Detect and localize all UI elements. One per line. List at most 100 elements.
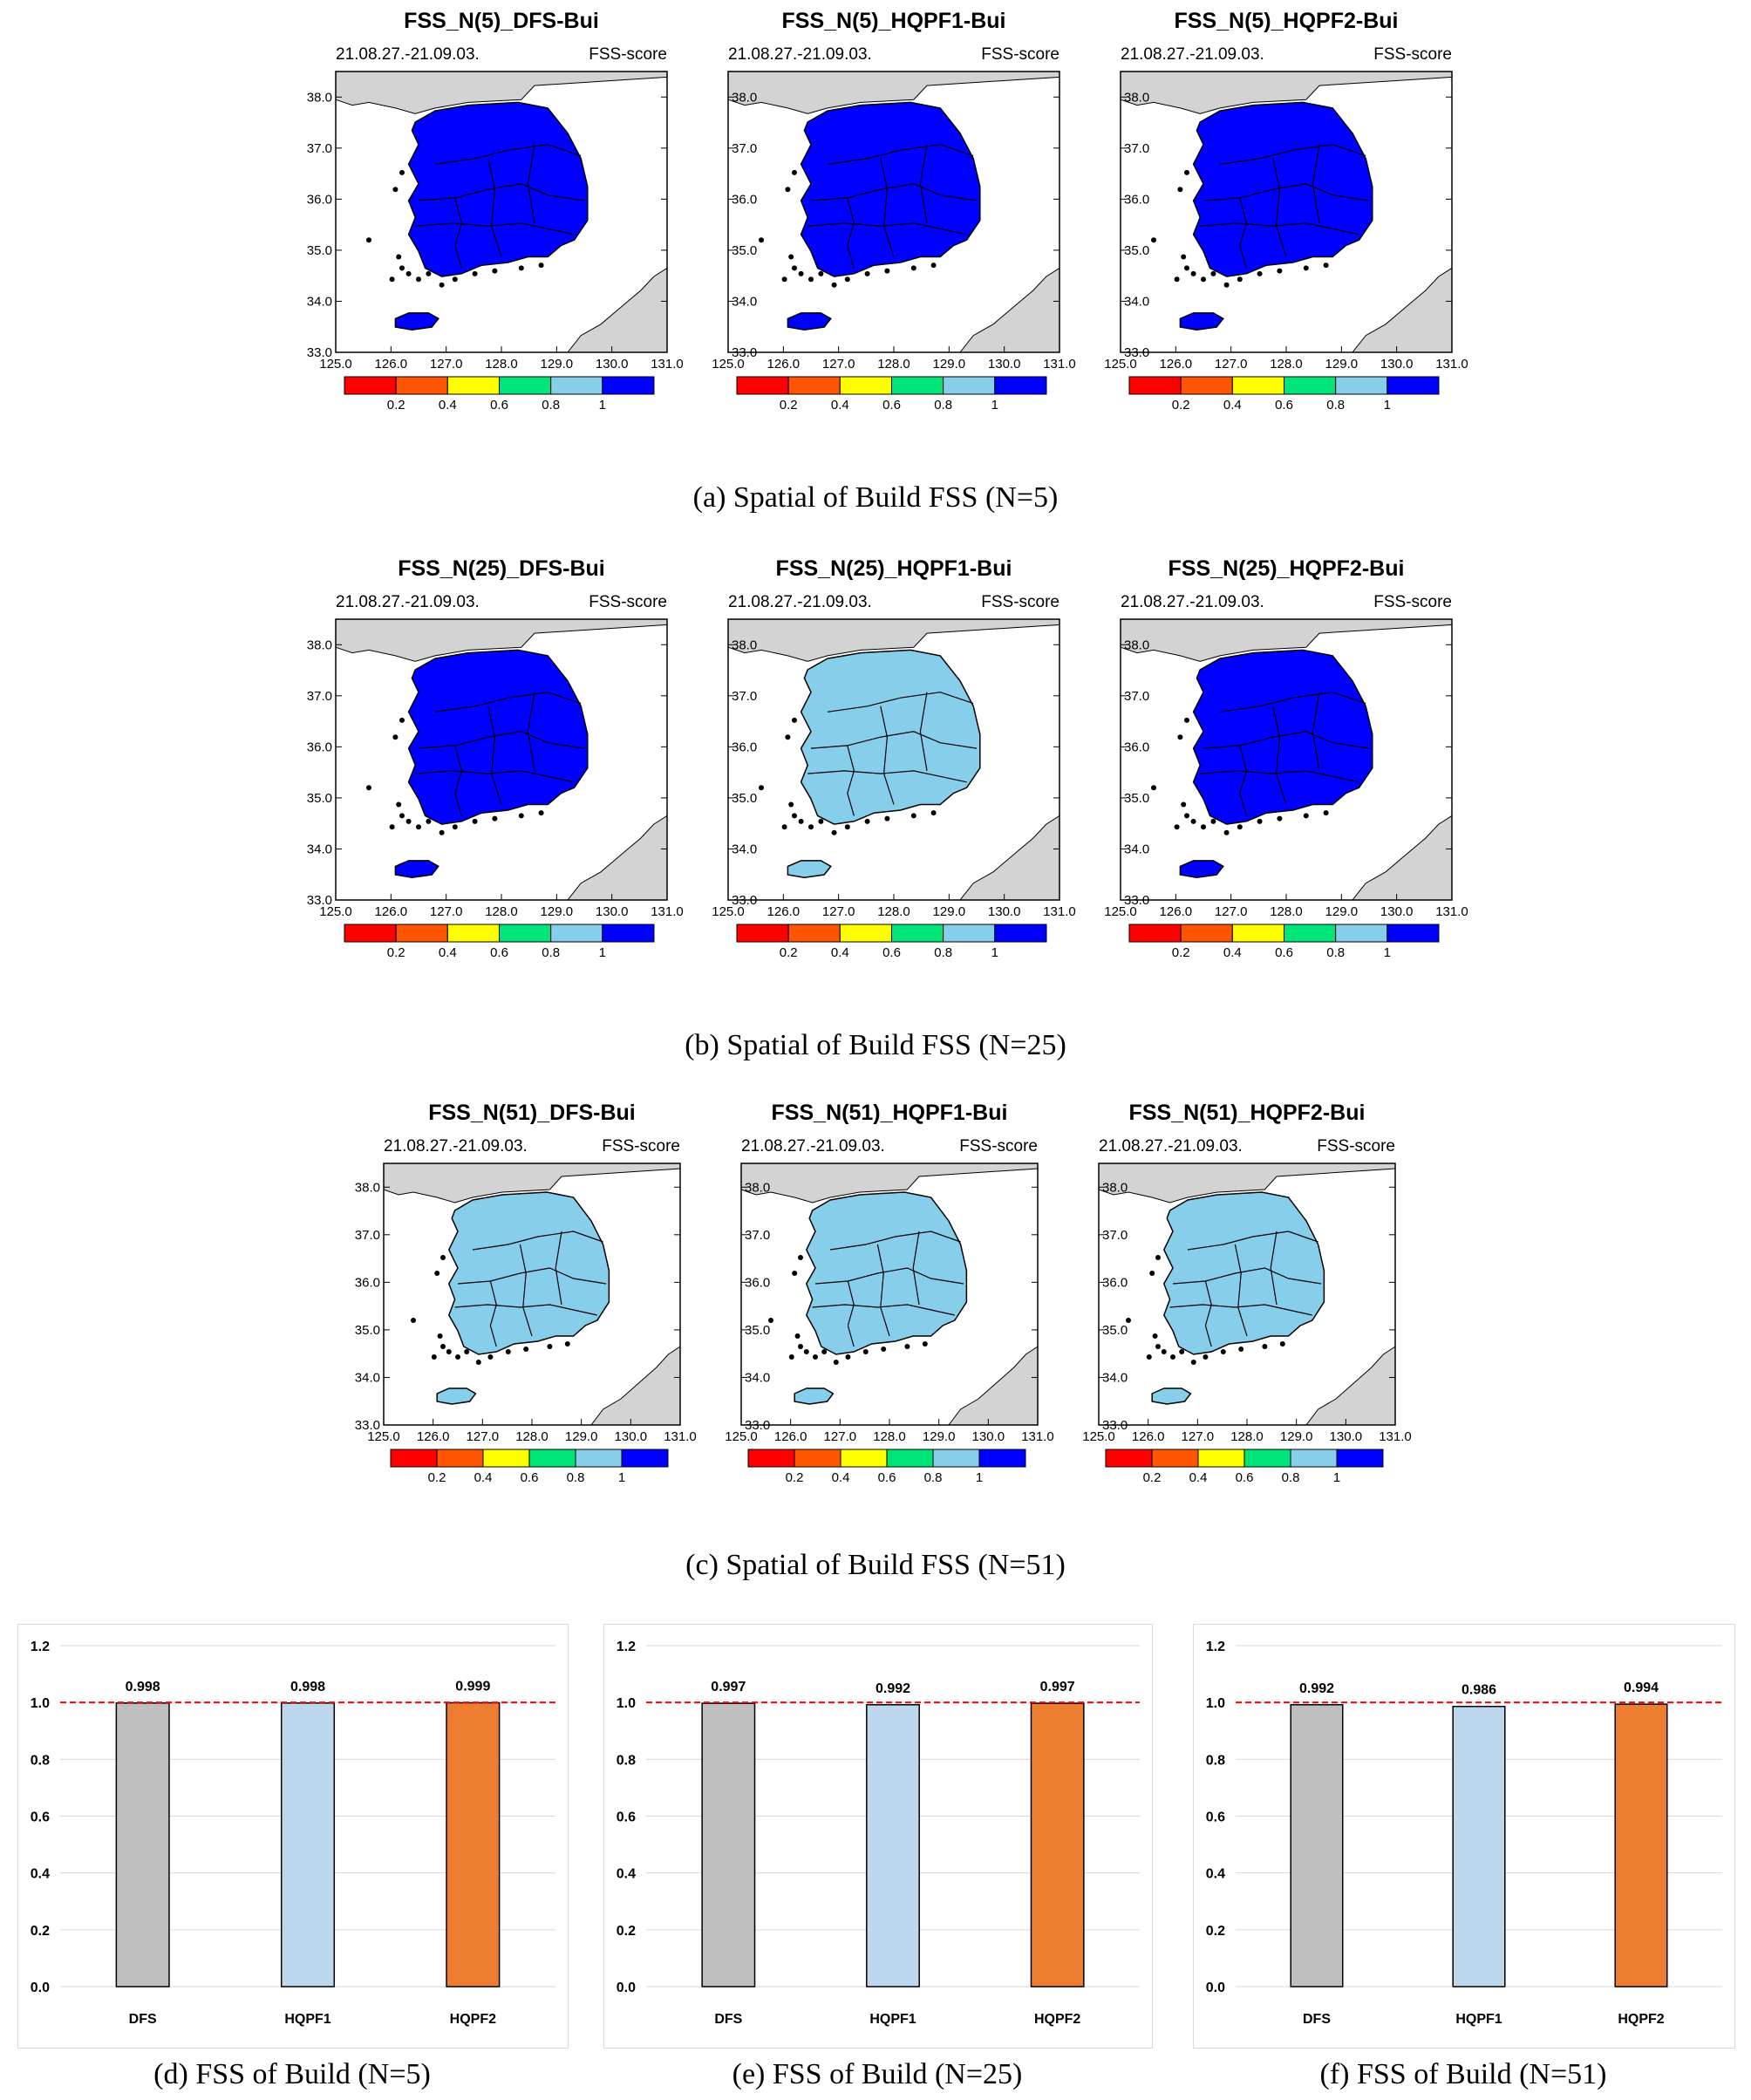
island-mark — [813, 1354, 818, 1360]
island-mark — [818, 818, 824, 824]
bar-hqpf1 — [1452, 1705, 1506, 1988]
province-boundary — [1203, 731, 1370, 749]
island-mark — [881, 1347, 887, 1352]
lat-tick-label: 33.0 — [1102, 1418, 1128, 1433]
island-mark — [798, 818, 804, 824]
lon-tick-label: 126.0 — [1160, 357, 1193, 372]
map-title: FSS_N(25)_DFS-Bui — [398, 556, 605, 581]
map-svg: 33.0 34.0 35.0 36.0 37.0 38.0 125.0 126.0 127.0 1… — [725, 1162, 1054, 1485]
lat-tick-label: 33.0 — [307, 893, 332, 908]
lon-tick-label: 127.0 — [822, 904, 855, 919]
colorbar-segment — [436, 1449, 484, 1468]
province-boundary — [827, 144, 974, 165]
island-mark — [785, 187, 791, 193]
map-svg: 33.0 34.0 35.0 36.0 37.0 38.0 125.0 126.0 127.0 1… — [355, 1162, 697, 1485]
lon-tick-label: 131.0 — [1435, 904, 1468, 919]
island-mark — [538, 262, 544, 269]
y-tick-label: 0.0 — [617, 1981, 636, 1995]
colorbar-label: 0.6 — [878, 1470, 896, 1485]
colorbar-segment — [395, 376, 448, 395]
colorbar-segment — [602, 376, 655, 395]
province-boundary — [527, 144, 535, 223]
province-boundary — [1239, 197, 1248, 269]
island-mark — [389, 276, 395, 283]
lat-tick-label: 35.0 — [1124, 243, 1149, 258]
lat-tick-label: 34.0 — [307, 842, 332, 856]
island-mark — [1277, 815, 1283, 822]
lat-tick-label: 37.0 — [355, 1228, 380, 1243]
province-boundary — [810, 731, 978, 749]
lat-tick-label: 34.0 — [1124, 842, 1149, 856]
y-tick-label: 1.0 — [617, 1696, 636, 1711]
lat-tick-label: 33.0 — [732, 893, 757, 908]
bar-value-label: 0.997 — [1040, 1680, 1075, 1694]
colorbar-segment — [602, 924, 655, 943]
bar-hqpf2 — [446, 1701, 501, 1988]
lon-tick-label: 127.0 — [467, 1429, 500, 1444]
lat-tick-label: 36.0 — [307, 740, 332, 754]
y-tick-label: 1.2 — [31, 1640, 50, 1654]
island-mark — [781, 824, 787, 830]
island-mark — [904, 1344, 910, 1349]
colorbar-segment — [550, 376, 603, 395]
lat-tick-label: 34.0 — [732, 294, 757, 309]
caption-e: (e) FSS of Build (N=25) — [732, 2058, 1023, 2090]
province-boundary — [1200, 222, 1359, 235]
province-boundary — [434, 144, 582, 165]
lon-tick-label: 130.0 — [988, 904, 1021, 919]
colorbar-label: 0.4 — [1223, 398, 1242, 412]
map-score-label: FSS-score — [589, 593, 667, 611]
map-title: FSS_N(51)_HQPF1-Bui — [771, 1101, 1008, 1125]
island-mark — [1262, 1344, 1268, 1349]
province-boundary — [454, 1304, 597, 1316]
island-mark — [1184, 813, 1189, 819]
map-panel: FSS_N(5)_HQPF2-Bui 21.08.27.-21.09.03. FSS… — [1104, 0, 1468, 488]
lat-tick-label: 38.0 — [355, 1180, 380, 1195]
island-mark — [1237, 276, 1243, 283]
lon-tick-label: 130.0 — [596, 357, 629, 372]
y-tick-label: 0.4 — [1206, 1867, 1225, 1882]
province-boundary — [489, 1280, 497, 1347]
lon-tick-label: 125.0 — [1104, 357, 1137, 372]
map-date-range: 21.08.27.-21.09.03. — [1099, 1137, 1243, 1156]
lon-tick-label: 126.0 — [767, 904, 801, 919]
province-boundary — [1312, 692, 1320, 771]
island-mark — [884, 815, 890, 822]
lat-tick-label: 36.0 — [307, 192, 332, 207]
bar-chart-panel-e: 0.0 0.2 0.4 0.6 0.8 1.0 1.2 0.997 DFS 0.992 HQPF1 0… — [603, 1624, 1153, 2049]
island-mark — [1146, 1354, 1152, 1360]
lat-tick-label: 35.0 — [732, 243, 757, 258]
province-boundary — [1204, 1280, 1212, 1347]
province-boundary — [1272, 706, 1287, 805]
colorbar-label: 1 — [1333, 1470, 1340, 1485]
island-mark — [833, 1360, 839, 1365]
lon-tick-label: 127.0 — [430, 357, 463, 372]
island-mark — [803, 1349, 809, 1354]
island-mark — [1223, 829, 1230, 835]
colorbar-label: 0.8 — [542, 398, 560, 412]
x-category-label: HQPF1 — [284, 2012, 330, 2027]
island-mark — [844, 276, 850, 283]
lat-tick-label: 35.0 — [732, 791, 757, 806]
island-mark — [862, 1349, 869, 1354]
province-boundary — [555, 1231, 562, 1306]
lat-tick-label: 38.0 — [745, 1180, 770, 1195]
map-date-range: 21.08.27.-21.09.03. — [1121, 45, 1264, 64]
island-mark — [910, 265, 916, 271]
map-date-range: 21.08.27.-21.09.03. — [728, 45, 872, 64]
y-tick-label: 0.2 — [1206, 1924, 1225, 1939]
lat-tick-label: 37.0 — [1124, 689, 1149, 704]
colorbar-label: 0.2 — [780, 398, 798, 412]
jeju-island — [794, 1388, 835, 1405]
map-title: FSS_N(25)_HQPF1-Bui — [775, 556, 1012, 581]
map-date-range: 21.08.27.-21.09.03. — [1121, 593, 1264, 611]
province-boundary — [807, 222, 967, 235]
x-category-label: HQPF2 — [1618, 2012, 1664, 2027]
province-boundary — [487, 706, 502, 805]
jeju-island — [1151, 1388, 1192, 1405]
island-mark — [1174, 276, 1180, 283]
bar-value-label: 0.998 — [290, 1680, 325, 1694]
island-mark — [788, 1354, 794, 1360]
colorbar-label: 0.8 — [924, 1470, 943, 1485]
island-mark — [1151, 237, 1156, 243]
